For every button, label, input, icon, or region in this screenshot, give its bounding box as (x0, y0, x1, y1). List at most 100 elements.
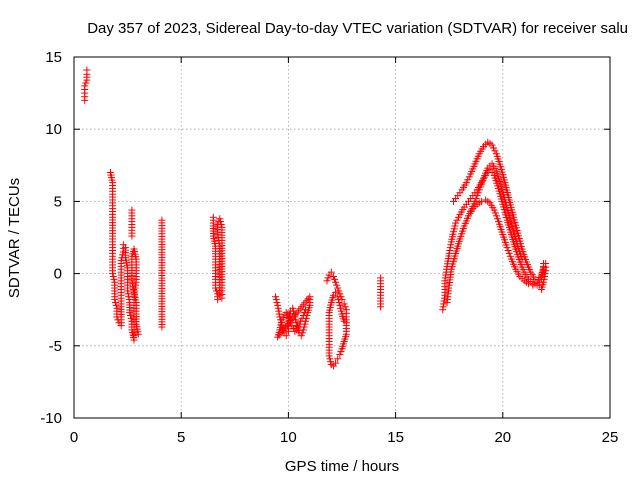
data-point (287, 319, 295, 327)
data-point (450, 225, 458, 233)
data-point (518, 255, 526, 263)
data-point (81, 82, 89, 90)
data-point (336, 350, 344, 358)
data-point (289, 304, 297, 312)
x-tick-label: 10 (280, 429, 297, 446)
data-point (447, 241, 455, 249)
axis-ticks: 0 5 10 15 20 25 -10 -5 0 5 10 15 (40, 49, 618, 446)
data-point (506, 252, 514, 260)
data-point (472, 195, 480, 203)
data-point (216, 215, 224, 223)
data-point (491, 209, 499, 217)
x-tick-label: 25 (602, 429, 619, 446)
x-axis-label: GPS time / hours (285, 458, 399, 475)
data-point (217, 218, 225, 226)
data-point (329, 272, 337, 280)
data-point (299, 311, 307, 319)
data-point (504, 246, 512, 254)
data-point (492, 212, 500, 220)
data-point (337, 304, 345, 312)
data-point (300, 309, 308, 317)
data-point (326, 355, 334, 363)
data-point (111, 296, 119, 304)
data-point (302, 306, 310, 314)
data-point (330, 275, 338, 283)
data-point (445, 249, 453, 257)
data-point (82, 79, 90, 87)
y-tick-label: 0 (54, 266, 62, 283)
data-point (335, 287, 343, 295)
x-tick-label: 0 (70, 429, 78, 446)
data-point (295, 320, 303, 328)
data-point (477, 197, 485, 205)
grid (74, 57, 610, 418)
data-point (476, 183, 484, 191)
data-point (505, 249, 513, 257)
data-point (275, 310, 283, 318)
data-point (273, 298, 281, 306)
data-point (158, 323, 166, 331)
data-point (341, 303, 349, 311)
data-point (451, 222, 459, 230)
data-point (540, 275, 548, 283)
data-point (452, 219, 460, 227)
data-point (112, 301, 120, 309)
y-tick-label: -10 (40, 410, 62, 427)
data-point (334, 284, 342, 292)
data-point (340, 300, 348, 308)
data-point (214, 296, 222, 304)
data-point (217, 221, 225, 229)
data-point (475, 186, 483, 194)
y-axis-label: SDTVAR / TECUs (6, 178, 23, 298)
data-point (274, 304, 282, 312)
data-point (338, 345, 346, 353)
data-point (275, 307, 283, 315)
y-tick-label: 5 (54, 193, 62, 210)
data-point (218, 294, 226, 302)
data-point (473, 192, 481, 200)
data-point (525, 280, 533, 288)
data-point (128, 280, 136, 288)
y-tick-label: 10 (45, 121, 62, 138)
data-point (324, 274, 332, 282)
data-point (109, 270, 117, 278)
data-point (327, 268, 335, 276)
data-point (471, 197, 479, 205)
data-point (542, 259, 550, 267)
data-point (282, 332, 290, 340)
data-point (453, 216, 461, 224)
data-point (83, 66, 91, 74)
data-point (541, 270, 549, 278)
data-point (477, 180, 485, 188)
data-point (337, 307, 345, 315)
data-point (332, 288, 340, 296)
chart-title: Day 357 of 2023, Sidereal Day-to-day VTE… (87, 20, 628, 37)
data-point (332, 278, 340, 286)
data-point (493, 215, 501, 223)
data-point (327, 361, 335, 369)
data-point (503, 244, 511, 252)
data-point (490, 206, 498, 214)
data-point (297, 332, 305, 340)
data-point (111, 298, 119, 306)
data-point (126, 311, 134, 319)
data-point (334, 293, 342, 301)
data-point (129, 283, 137, 291)
data-point (127, 314, 135, 322)
data-point (272, 293, 280, 301)
data-point (333, 281, 341, 289)
y-tick-label: 15 (45, 49, 62, 66)
data-point (454, 213, 462, 221)
data-point (541, 272, 549, 280)
data-point (124, 290, 132, 298)
data-point (340, 317, 348, 325)
data-point (337, 348, 345, 356)
data-point (128, 232, 136, 240)
data-point (297, 317, 305, 325)
data-point (540, 278, 548, 286)
data-point (129, 285, 137, 293)
data-point (298, 314, 306, 322)
data-point (334, 296, 342, 304)
data-point (126, 309, 134, 317)
